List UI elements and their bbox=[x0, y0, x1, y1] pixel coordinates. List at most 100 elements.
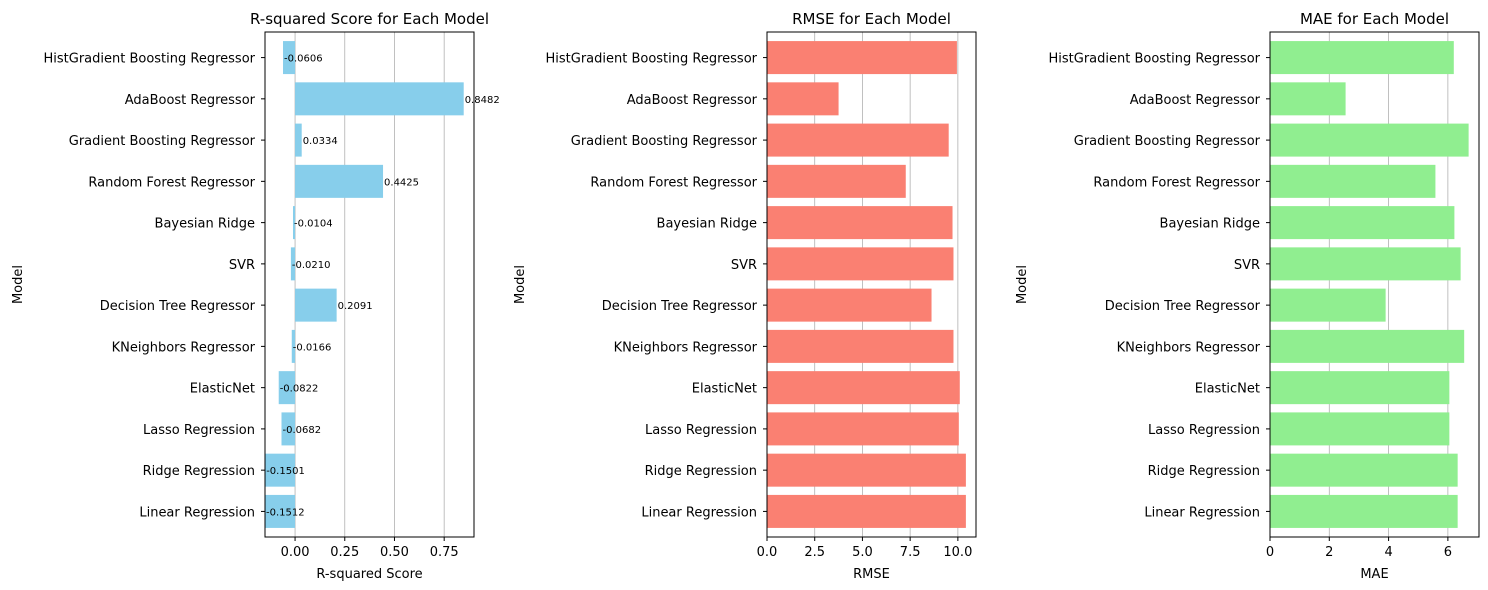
bar bbox=[767, 494, 966, 528]
y-tick-label: Random Forest Regressor bbox=[88, 175, 255, 190]
bar bbox=[767, 371, 960, 405]
y-tick-label: ElasticNet bbox=[692, 382, 757, 397]
bar bbox=[1270, 288, 1386, 322]
y-tick-label: SVR bbox=[1234, 258, 1260, 273]
y-tick-label: HistGradient Boosting Regressor bbox=[1048, 52, 1260, 67]
bar bbox=[767, 412, 959, 446]
data-label: -0.1512 bbox=[266, 507, 305, 518]
y-tick-label: KNeighbors Regressor bbox=[1117, 340, 1261, 355]
y-tick-label: Gradient Boosting Regressor bbox=[69, 134, 256, 149]
x-axis-label: RMSE bbox=[853, 567, 890, 582]
x-tick-label: 2 bbox=[1325, 545, 1333, 560]
x-tick-label: 7.5 bbox=[900, 545, 921, 560]
bar bbox=[292, 206, 296, 240]
y-tick-label: Random Forest Regressor bbox=[590, 175, 757, 190]
y-axis-label: Model bbox=[11, 265, 26, 304]
data-label: 0.2091 bbox=[338, 301, 373, 312]
data-label: 0.4425 bbox=[384, 177, 419, 188]
y-tick-label: Ridge Regression bbox=[1148, 464, 1260, 479]
y-tick-label: KNeighbors Regressor bbox=[112, 340, 256, 355]
y-tick-label: AdaBoost Regressor bbox=[627, 93, 758, 108]
data-label: -0.0822 bbox=[280, 384, 319, 395]
y-tick-label: HistGradient Boosting Regressor bbox=[545, 52, 757, 67]
bar bbox=[1270, 82, 1346, 116]
bar bbox=[767, 453, 966, 487]
bar bbox=[295, 82, 464, 116]
y-tick-label: Linear Regression bbox=[1144, 505, 1260, 520]
bar bbox=[290, 247, 296, 281]
data-label: 0.0334 bbox=[303, 136, 338, 147]
y-tick-label: Gradient Boosting Regressor bbox=[1074, 134, 1261, 149]
bar bbox=[767, 206, 953, 240]
y-tick-label: Lasso Regression bbox=[645, 423, 757, 438]
bar bbox=[767, 123, 949, 157]
x-tick-label: 2.5 bbox=[804, 545, 825, 560]
y-tick-label: SVR bbox=[229, 258, 255, 273]
chart-title: MAE for Each Model bbox=[1300, 10, 1449, 28]
bar bbox=[1270, 453, 1458, 487]
bar bbox=[1270, 206, 1455, 240]
x-tick-label: 0.0 bbox=[757, 545, 778, 560]
bar bbox=[1270, 164, 1436, 198]
x-tick-label: 0 bbox=[1266, 545, 1274, 560]
data-label: -0.0682 bbox=[283, 425, 322, 436]
plot-frame bbox=[1269, 31, 1480, 538]
bar bbox=[767, 82, 839, 116]
x-tick-label: 6 bbox=[1444, 545, 1452, 560]
y-tick-label: Lasso Regression bbox=[143, 423, 255, 438]
y-tick-label: Bayesian Ridge bbox=[155, 217, 255, 232]
bar bbox=[767, 247, 954, 281]
y-tick-label: Linear Regression bbox=[139, 505, 255, 520]
data-label: -0.0210 bbox=[292, 260, 331, 271]
x-tick-label: 0.25 bbox=[330, 545, 359, 560]
bar bbox=[291, 329, 296, 363]
chart-title: RMSE for Each Model bbox=[792, 10, 951, 28]
bar bbox=[767, 329, 954, 363]
y-tick-label: Bayesian Ridge bbox=[657, 217, 757, 232]
y-tick-label: Lasso Regression bbox=[1148, 423, 1260, 438]
bar bbox=[281, 412, 296, 446]
y-tick-label: Decision Tree Regressor bbox=[1105, 299, 1261, 314]
y-axis-label: Model bbox=[1015, 265, 1030, 304]
bar bbox=[265, 453, 296, 487]
data-label: 0.8482 bbox=[465, 95, 500, 106]
y-tick-label: Bayesian Ridge bbox=[1160, 217, 1260, 232]
y-tick-label: Ridge Regression bbox=[645, 464, 757, 479]
bar bbox=[283, 41, 296, 75]
y-axis-label: Model bbox=[513, 265, 528, 304]
plot-frame bbox=[264, 31, 475, 538]
bar bbox=[1270, 41, 1454, 75]
bar bbox=[767, 288, 932, 322]
y-tick-label: Decision Tree Regressor bbox=[602, 299, 758, 314]
bar bbox=[1270, 247, 1461, 281]
bar bbox=[1270, 371, 1450, 405]
y-tick-label: ElasticNet bbox=[190, 382, 255, 397]
y-tick-label: Decision Tree Regressor bbox=[100, 299, 256, 314]
bar bbox=[767, 41, 957, 75]
bar bbox=[265, 494, 296, 528]
bar bbox=[295, 123, 302, 157]
bar bbox=[295, 288, 337, 322]
y-tick-label: ElasticNet bbox=[1195, 382, 1260, 397]
x-tick-label: 0.75 bbox=[430, 545, 459, 560]
y-tick-label: Gradient Boosting Regressor bbox=[571, 134, 758, 149]
y-tick-label: KNeighbors Regressor bbox=[614, 340, 758, 355]
y-tick-label: AdaBoost Regressor bbox=[125, 93, 256, 108]
x-tick-label: 0.50 bbox=[380, 545, 409, 560]
bar bbox=[1270, 412, 1450, 446]
x-axis-label: MAE bbox=[1360, 567, 1388, 582]
data-label: -0.1501 bbox=[266, 466, 305, 477]
chart-title: R-squared Score for Each Model bbox=[250, 10, 489, 28]
x-tick-label: 10.0 bbox=[943, 545, 972, 560]
y-tick-label: Linear Regression bbox=[641, 505, 757, 520]
data-label: -0.0166 bbox=[293, 342, 332, 353]
y-tick-label: Random Forest Regressor bbox=[1093, 175, 1260, 190]
plot-frame bbox=[766, 31, 977, 538]
y-tick-label: HistGradient Boosting Regressor bbox=[43, 52, 255, 67]
x-tick-label: 0.00 bbox=[281, 545, 310, 560]
x-axis-label: R-squared Score bbox=[316, 567, 422, 582]
data-label: -0.0104 bbox=[294, 219, 333, 230]
x-tick-label: 4 bbox=[1384, 545, 1392, 560]
y-tick-label: Ridge Regression bbox=[143, 464, 255, 479]
